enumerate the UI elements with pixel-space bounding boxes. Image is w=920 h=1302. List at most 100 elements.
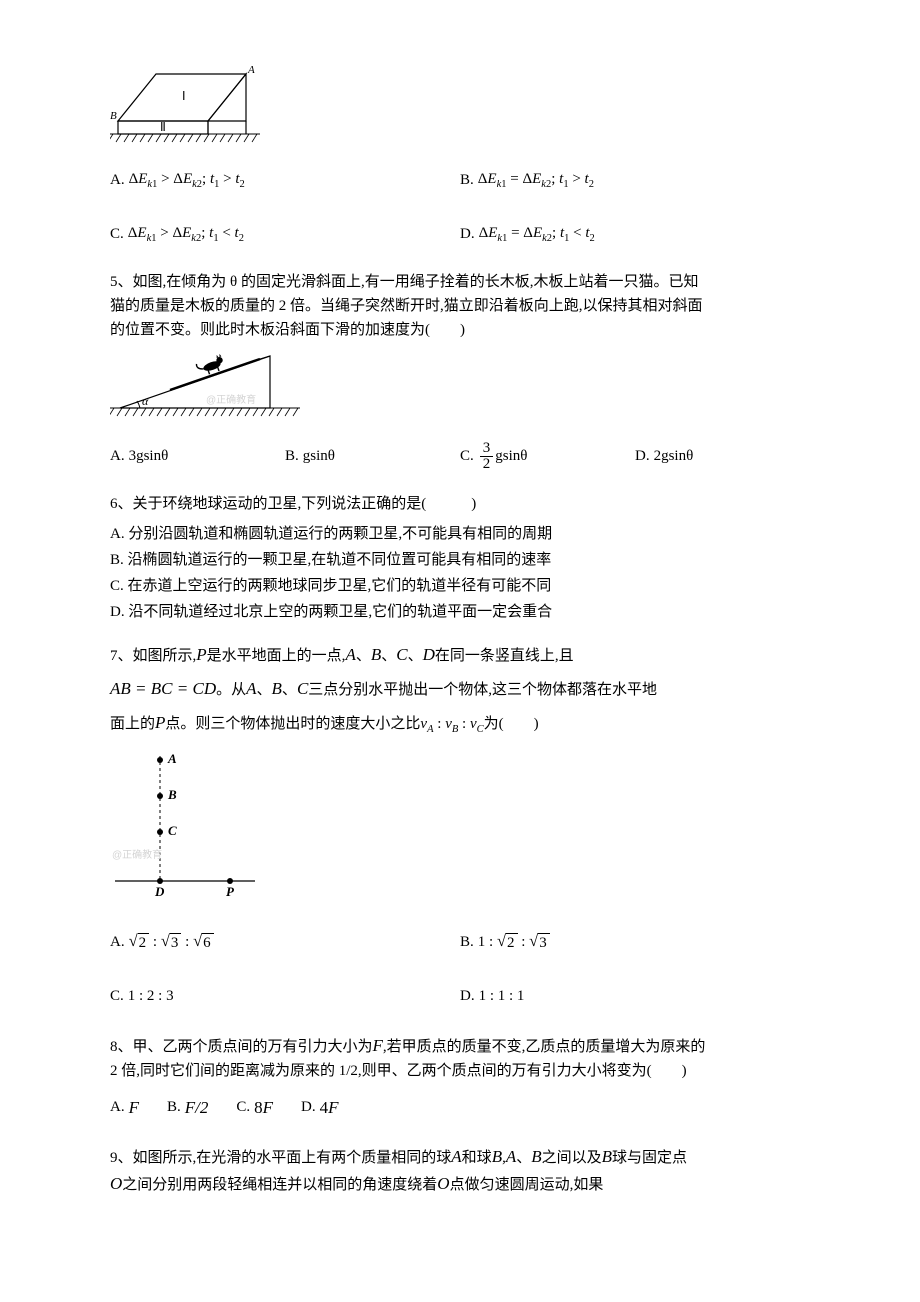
opt-label: C. <box>236 1095 250 1119</box>
q4-options-row2: C. ΔEk1 > ΔEk2; t1 < t2 D. ΔEk1 = ΔEk2; … <box>110 216 810 252</box>
q4-label-A: A <box>247 64 255 76</box>
q4-options-row1: A. ΔEk1 > ΔEk2; t1 > t2 B. ΔEk1 = ΔEk2; … <box>110 162 810 198</box>
q7-l1b: 是水平地面上的一点, <box>207 648 346 664</box>
q7-option-D: D. 1 : 1 : 1 <box>460 978 810 1014</box>
q9-l2b: 点做匀速圆周运动,如果 <box>450 1177 604 1193</box>
q5-figure: α @正确教育 <box>110 348 810 428</box>
q4-option-A: A. ΔEk1 > ΔEk2; t1 > t2 <box>110 162 460 198</box>
q6-option-A: A. 分别沿圆轨道和椭圆轨道运行的两颗卫星,不可能具有相同的周期 <box>110 522 810 546</box>
frac-den: 2 <box>480 457 494 472</box>
opt-label: B. <box>460 930 474 954</box>
q5-option-C: C. 3 2 gsinθ <box>460 438 635 474</box>
q7-C2: C <box>297 679 308 698</box>
opt-label: A. <box>110 444 125 468</box>
q5-B-math: gsinθ <box>303 444 335 468</box>
opt-label: A. <box>110 1095 125 1119</box>
q4-option-B: B. ΔEk1 = ΔEk2; t1 > t2 <box>460 162 810 198</box>
q7-l3a: 面上的 <box>110 716 155 732</box>
q8-C-math: 8F <box>254 1094 273 1121</box>
q7-options-row2: C. 1 : 2 : 3 D. 1 : 1 : 1 <box>110 978 810 1014</box>
q7-option-C: C. 1 : 2 : 3 <box>110 978 460 1014</box>
opt-label: C. <box>110 222 124 246</box>
q9-B: B <box>492 1147 502 1166</box>
q7-fig-P: P <box>226 884 235 899</box>
q9-l1a: 如图所示,在光滑的水平面上有两个质量相同的球 <box>133 1150 452 1166</box>
q7-l1a: 如图所示, <box>133 648 197 664</box>
q8-option-B: B. F/2 <box>167 1089 208 1125</box>
q9-B2: B <box>531 1147 541 1166</box>
q8-option-A: A. F <box>110 1089 139 1125</box>
q4-optC-math: ΔEk1 > ΔEk2; t1 < t2 <box>128 221 244 248</box>
opt-label: B. <box>285 444 299 468</box>
q7-l3c: 为( ) <box>484 716 539 732</box>
q7-D: D <box>423 645 435 664</box>
opt-label: D. <box>635 444 650 468</box>
q7-P2: P <box>155 713 165 732</box>
q8-F: F <box>373 1036 383 1055</box>
q9-B3: B <box>602 1147 612 1166</box>
q9-A2: A <box>506 1147 516 1166</box>
q7-watermark: @正确教育 <box>112 848 162 861</box>
opt-label: A. <box>110 168 125 192</box>
q9-number: 9、 <box>110 1150 133 1166</box>
q5-diagram-svg: α @正确教育 <box>110 348 300 420</box>
q5-number: 5、 <box>110 274 133 290</box>
q9-l2: 之间分别用两段轻绳相连并以相同的角速度绕着 <box>122 1177 437 1193</box>
q7-diagram-svg: A B C D P @正确教育 <box>110 746 260 906</box>
q5-option-B: B. gsinθ <box>285 438 460 474</box>
q7-fig-D: D <box>154 884 165 899</box>
q8-l2: 2 倍,同时它们间的距离减为原来的 1/2,则甲、乙两个质点间的万有引力大小将变… <box>110 1063 687 1079</box>
opt-label: B. <box>460 168 474 192</box>
q7-option-A: A. √2 : √3 : √6 <box>110 924 460 960</box>
q4-optA-math: ΔEk1 > ΔEk2; t1 > t2 <box>129 167 245 194</box>
q6-stem: 6、关于环绕地球运动的卫星,下列说法正确的是( ) <box>110 492 810 516</box>
q9-l1c: 之间以及 <box>542 1150 602 1166</box>
q8-option-D: D. 4F <box>301 1089 338 1125</box>
q7-C-math: 1 : 2 : 3 <box>128 984 174 1008</box>
opt-label: D. <box>460 222 475 246</box>
q5-line3: 的位置不变。则此时木板沿斜面下滑的加速度为( ) <box>110 322 465 338</box>
q9-O: O <box>110 1174 122 1193</box>
q7-fig-B: B <box>167 787 177 802</box>
q4-figure: Ⅰ Ⅱ A B <box>110 64 810 152</box>
q8-l1: 甲、乙两个质点间的万有引力大小为 <box>133 1039 373 1055</box>
q4-label-II: Ⅱ <box>160 120 166 134</box>
q4-label-I: Ⅰ <box>182 89 186 103</box>
q7-l2a: 。从 <box>216 682 246 698</box>
q7-A: A <box>345 645 355 664</box>
q8-number: 8、 <box>110 1039 133 1055</box>
q5-line1: 如图,在倾角为 θ 的固定光滑斜面上,有一用绳子拴着的长木板,木板上站着一只猫。… <box>133 274 699 290</box>
q7-C: C <box>396 645 407 664</box>
q5-C-suffix: gsinθ <box>495 444 527 468</box>
q8-option-C: C. 8F <box>236 1089 273 1125</box>
q7-B: B <box>371 645 381 664</box>
page: Ⅰ Ⅱ A B A. ΔEk1 > ΔEk2; t1 > t2 B. ΔEk1 … <box>0 0 920 1264</box>
q5-line2: 猫的质量是木板的质量的 2 倍。当绳子突然断开时,猫立即沿着板向上跑,以保持其相… <box>110 298 703 314</box>
q5-option-D: D. 2gsinθ <box>635 438 810 474</box>
q4-diagram-svg: Ⅰ Ⅱ A B <box>110 64 260 144</box>
q8-stem: 8、甲、乙两个质点间的万有引力大小为F,若甲质点的质量不变,乙质点的质量增大为原… <box>110 1032 810 1083</box>
q4-option-D: D. ΔEk1 = ΔEk2; t1 < t2 <box>460 216 810 252</box>
q9-l1d: 球与固定点 <box>612 1150 687 1166</box>
q5-watermark: @正确教育 <box>206 393 256 406</box>
q5-stem: 5、如图,在倾角为 θ 的固定光滑斜面上,有一用绳子拴着的长木板,木板上站着一只… <box>110 270 810 342</box>
q7-eq: AB = BC = CD <box>110 679 216 698</box>
q4-optD-math: ΔEk1 = ΔEk2; t1 < t2 <box>479 221 595 248</box>
q5-options: A. 3gsinθ B. gsinθ C. 3 2 gsinθ D. 2gsin… <box>110 438 810 474</box>
q7-D-math: 1 : 1 : 1 <box>479 984 525 1008</box>
q8-options: A. F B. F/2 C. 8F D. 4F <box>110 1089 810 1125</box>
q7-fig-C: C <box>168 823 177 838</box>
q7-figure: A B C D P @正确教育 <box>110 746 810 914</box>
opt-label: D. <box>301 1095 316 1119</box>
q7-fig-A: A <box>167 751 177 766</box>
q5-angle-label: α <box>142 394 149 408</box>
q7-option-B: B. 1 : √2 : √3 <box>460 924 810 960</box>
q6-option-C: C. 在赤道上空运行的两颗地球同步卫星,它们的轨道半径有可能不同 <box>110 574 810 598</box>
opt-label: B. <box>167 1095 181 1119</box>
q8-l1b: ,若甲质点的质量不变,乙质点的质量增大为原来的 <box>383 1039 706 1055</box>
q6-option-B: B. 沿椭圆轨道运行的一颗卫星,在轨道不同位置可能具有相同的速率 <box>110 548 810 572</box>
q6-option-D: D. 沿不同轨道经过北京上空的两颗卫星,它们的轨道平面一定会重合 <box>110 600 810 624</box>
q9-A: A <box>451 1147 461 1166</box>
q7-B2: B <box>272 679 282 698</box>
q8-B-math: F/2 <box>185 1094 209 1121</box>
